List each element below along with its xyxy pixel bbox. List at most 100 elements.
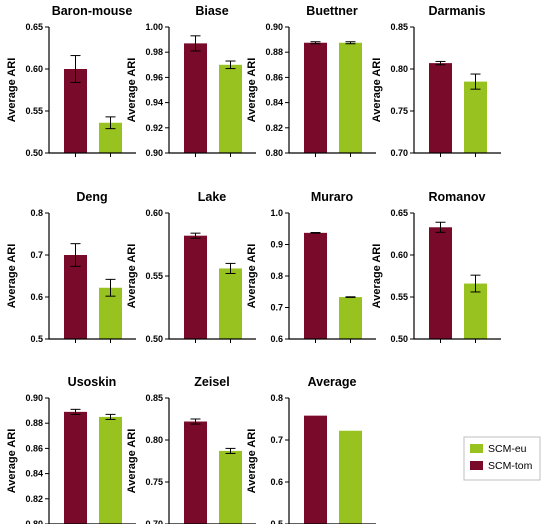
y-tick-label: 0.7 xyxy=(30,250,43,260)
panel-average: Average Average ARI 0.5 0.6 0.7 0.8 xyxy=(246,375,376,524)
y-tick-label: 0.7 xyxy=(270,303,283,313)
bar-scm-tom xyxy=(304,42,327,153)
y-tick-label: 0.5 xyxy=(30,334,43,344)
y-tick-label: 1.0 xyxy=(270,208,283,218)
bar-scm-eu xyxy=(219,450,242,524)
panel-title: Usoskin xyxy=(68,375,117,389)
y-tick-label: 0.84 xyxy=(25,469,43,479)
y-axis-label: Average ARI xyxy=(371,244,383,309)
y-tick-label: 0.6 xyxy=(270,477,283,487)
y-tick-label: 0.65 xyxy=(25,22,43,32)
y-axis-label: Average ARI xyxy=(126,429,138,494)
y-axis-label: Average ARI xyxy=(6,58,18,123)
y-tick-label: 0.60 xyxy=(25,64,43,74)
y-tick-label: 0.80 xyxy=(265,148,283,158)
bar-scm-eu xyxy=(99,416,122,524)
legend-label-scm-tom: SCM-tom xyxy=(488,460,533,472)
bar-scm-tom xyxy=(184,43,207,153)
y-tick-label: 0.90 xyxy=(265,22,283,32)
panel-baron-mouse: Baron-mouse Average ARI 0.50 0.55 0.60 0.65 xyxy=(6,4,136,158)
y-tick-label: 0.5 xyxy=(270,519,283,524)
panel-title: Biase xyxy=(195,4,228,18)
y-axis-label: Average ARI xyxy=(6,244,18,309)
y-tick-label: 0.80 xyxy=(25,519,43,524)
y-axis-label: Average ARI xyxy=(6,429,18,494)
y-tick-label: 0.84 xyxy=(265,98,283,108)
y-tick-label: 0.6 xyxy=(30,292,43,302)
bar-scm-tom xyxy=(304,415,327,524)
panel-romanov: Romanov Average ARI 0.50 0.55 0.60 0.65 xyxy=(371,190,501,344)
panel-title: Average xyxy=(308,375,357,389)
y-tick-label: 0.85 xyxy=(145,393,163,403)
y-axis-label: Average ARI xyxy=(126,244,138,309)
y-tick-label: 0.94 xyxy=(145,98,163,108)
y-tick-label: 0.96 xyxy=(145,72,163,82)
y-tick-label: 0.90 xyxy=(25,393,43,403)
y-tick-label: 0.86 xyxy=(25,443,43,453)
bar-scm-eu xyxy=(99,287,122,339)
panel-title: Buettner xyxy=(306,4,358,18)
y-tick-label: 0.55 xyxy=(390,292,408,302)
bar-scm-eu xyxy=(219,64,242,153)
bar-scm-eu xyxy=(339,430,362,524)
y-tick-label: 0.8 xyxy=(270,393,283,403)
y-tick-label: 0.50 xyxy=(25,148,43,158)
bar-scm-eu xyxy=(464,81,487,153)
y-tick-label: 0.65 xyxy=(390,208,408,218)
panel-title: Deng xyxy=(76,190,107,204)
y-axis-label: Average ARI xyxy=(246,429,258,494)
y-tick-label: 0.86 xyxy=(265,72,283,82)
y-axis-label: Average ARI xyxy=(246,244,258,309)
panel-title: Darmanis xyxy=(429,4,486,18)
legend-swatch-scm-eu xyxy=(470,444,483,453)
y-tick-label: 1.00 xyxy=(145,22,163,32)
y-axis-label: Average ARI xyxy=(246,58,258,123)
y-tick-label: 0.7 xyxy=(270,435,283,445)
y-tick-label: 0.80 xyxy=(145,435,163,445)
panel-title: Lake xyxy=(198,190,227,204)
y-tick-label: 0.9 xyxy=(270,240,283,250)
legend-label-scm-eu: SCM-eu xyxy=(488,443,527,455)
y-tick-label: 0.88 xyxy=(25,418,43,428)
y-tick-label: 0.82 xyxy=(25,494,43,504)
panel-muraro: Muraro Average ARI 0.6 0.7 0.8 0.9 1.0 xyxy=(246,190,376,344)
panel-deng: Deng Average ARI 0.5 0.6 0.7 0.8 xyxy=(6,190,136,344)
bar-scm-tom xyxy=(64,69,87,153)
panel-title: Muraro xyxy=(311,190,354,204)
y-tick-label: 0.55 xyxy=(25,106,43,116)
y-tick-label: 0.70 xyxy=(390,148,408,158)
bar-scm-eu xyxy=(339,297,362,339)
y-tick-label: 0.90 xyxy=(145,148,163,158)
panel-buettner: Buettner Average ARI 0.80 0.82 0.84 0.86 0.88 0… xyxy=(246,4,376,158)
y-axis-label: Average ARI xyxy=(126,58,138,123)
y-tick-label: 0.82 xyxy=(265,123,283,133)
legend-swatch-scm-tom xyxy=(470,461,483,470)
panel-title: Baron-mouse xyxy=(52,4,133,18)
bar-scm-tom xyxy=(184,421,207,524)
y-tick-label: 0.88 xyxy=(265,47,283,57)
y-tick-label: 0.75 xyxy=(145,477,163,487)
bar-scm-eu xyxy=(99,122,122,153)
bar-scm-eu xyxy=(464,283,487,339)
bar-scm-tom xyxy=(429,63,452,154)
panel-darmanis: Darmanis Average ARI 0.70 0.75 0.80 0.85 xyxy=(371,4,501,158)
panel-biase: Biase Average ARI 0.90 0.92 0.94 0.96 0.98 1.00 xyxy=(126,4,256,158)
bar-scm-tom xyxy=(304,232,327,339)
bar-scm-tom xyxy=(184,235,207,339)
bar-scm-eu xyxy=(339,42,362,153)
y-tick-label: 0.80 xyxy=(390,64,408,74)
y-axis-label: Average ARI xyxy=(371,58,383,123)
panel-zeisel: Zeisel Average ARI 0.70 0.75 0.80 0.85 xyxy=(126,375,256,524)
legend: SCM-eu SCM-tom xyxy=(463,436,541,481)
bar-scm-tom xyxy=(64,255,87,339)
panel-lake: Lake Average ARI 0.50 0.55 0.60 xyxy=(126,190,256,344)
y-tick-label: 0.60 xyxy=(145,208,163,218)
y-tick-label: 0.98 xyxy=(145,47,163,57)
panel-title: Zeisel xyxy=(194,375,229,389)
y-tick-label: 0.92 xyxy=(145,123,163,133)
y-tick-label: 0.75 xyxy=(390,106,408,116)
y-tick-label: 0.8 xyxy=(30,208,43,218)
y-tick-label: 0.55 xyxy=(145,271,163,281)
panel-usoskin: Usoskin Average ARI 0.80 0.82 0.84 0.86 0.88 0.… xyxy=(6,375,136,524)
